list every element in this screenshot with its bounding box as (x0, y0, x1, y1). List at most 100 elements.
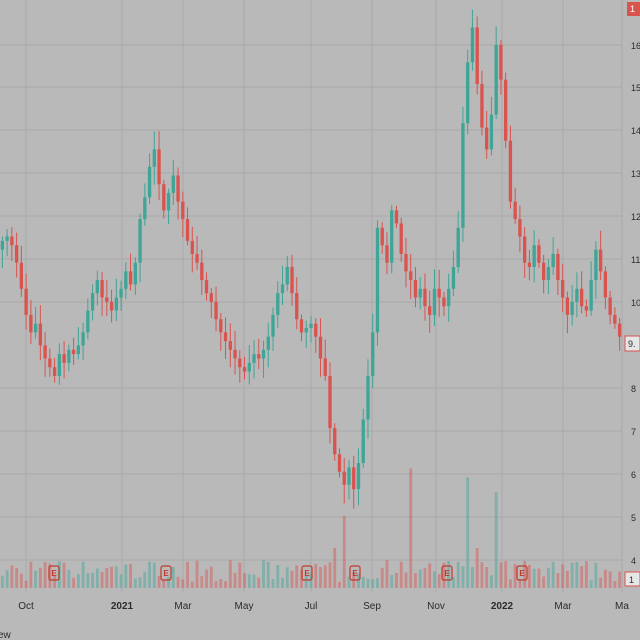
candle (428, 290, 432, 333)
volume-bar (95, 568, 99, 588)
volume-bar (238, 562, 242, 588)
volume-bar (38, 567, 42, 588)
candle (399, 217, 403, 262)
time-tick-label: Nov (427, 601, 445, 612)
earnings-marker[interactable]: E (160, 565, 172, 581)
candle (285, 255, 289, 292)
candle (209, 287, 213, 318)
volume-bar (532, 568, 536, 588)
volume-bar (233, 572, 237, 588)
candle (423, 273, 427, 321)
volume-bar (304, 575, 308, 588)
volume-bar (442, 562, 446, 588)
time-tick-label: Ma (615, 601, 629, 612)
volume-bar (209, 566, 213, 588)
volume-bar (186, 561, 189, 588)
earnings-marker[interactable]: E (301, 565, 313, 581)
volume-bar (100, 571, 104, 588)
volume-bar (290, 570, 294, 588)
earnings-marker[interactable]: E (441, 565, 453, 581)
price-tick-label: 8 (631, 384, 636, 394)
candle (456, 211, 460, 273)
volume-bar (5, 570, 9, 588)
volume-bar (490, 575, 493, 588)
volume-bar (580, 566, 584, 588)
volume-bar (485, 566, 489, 588)
earnings-marker[interactable]: E (349, 565, 361, 581)
earnings-marker[interactable]: E (516, 565, 528, 581)
candle (143, 183, 147, 226)
candle (565, 291, 570, 334)
volume-bar (319, 567, 322, 588)
candle (95, 270, 99, 306)
volume-bar (219, 579, 223, 588)
volume-bar (542, 576, 546, 588)
candle (309, 315, 313, 343)
grid-lines (0, 0, 623, 592)
volume-bar (10, 565, 14, 588)
candle (608, 290, 612, 325)
volume-bar (395, 572, 398, 588)
svg-text:E: E (352, 569, 358, 578)
candle (409, 253, 413, 300)
volume-bar (323, 565, 327, 588)
volume-bar (247, 574, 251, 588)
time-tick-label: 2021 (111, 601, 134, 612)
candle (432, 269, 437, 326)
earnings-marker[interactable]: E (48, 565, 60, 581)
volume-bar (181, 579, 185, 588)
candle (257, 338, 261, 370)
volume-bar (428, 563, 432, 588)
volume-bar (561, 564, 565, 588)
candle (333, 423, 337, 461)
price-axis[interactable]: 16 15 14 13 12 11 10 8 7 6 5 4 1 9. 1 (624, 2, 640, 587)
time-axis[interactable]: Oct 2021 Mar May Jul Sep Nov 2022 Mar Ma (18, 601, 629, 612)
volume-bar (257, 577, 261, 588)
candle (366, 359, 370, 439)
volume-bar (518, 579, 522, 588)
candle (33, 306, 38, 339)
candle (228, 323, 232, 368)
candle (603, 266, 608, 310)
volume-bar (271, 579, 275, 588)
candle (24, 273, 28, 330)
svg-text:E: E (519, 569, 525, 578)
candle (518, 205, 522, 253)
volume-bar (366, 578, 370, 588)
candle (81, 322, 85, 360)
candle (556, 248, 560, 295)
candle (295, 277, 299, 330)
price-tick-label: 14 (631, 126, 640, 136)
candle (480, 70, 484, 136)
candle (342, 458, 346, 504)
candle (475, 16, 479, 95)
candle (195, 235, 199, 270)
candle (181, 191, 185, 238)
volume-bar (195, 560, 199, 588)
volume-bar (437, 574, 441, 588)
candle (29, 300, 33, 344)
volume-bar (228, 560, 232, 588)
volume-bar (513, 564, 517, 588)
candle (390, 204, 394, 274)
volume-bar (527, 564, 531, 588)
volume-bar (390, 575, 394, 588)
candle (71, 337, 76, 365)
candle (271, 307, 275, 351)
svg-text:9.: 9. (628, 339, 636, 349)
volume-bar (565, 570, 569, 588)
volume-bar (376, 578, 379, 588)
candle (380, 222, 384, 254)
volume-bar (594, 562, 598, 588)
price-tick-label: 10 (631, 298, 640, 308)
volume-bar (361, 576, 365, 588)
candle (252, 340, 256, 379)
volume-bar (162, 580, 166, 588)
time-tick-label: Oct (18, 601, 34, 612)
price-tick-label: 7 (631, 427, 636, 437)
volume-bar (105, 568, 109, 588)
volume-bar (266, 561, 270, 588)
volume-bar (167, 576, 170, 588)
bottom-left-label: ew (0, 630, 12, 640)
